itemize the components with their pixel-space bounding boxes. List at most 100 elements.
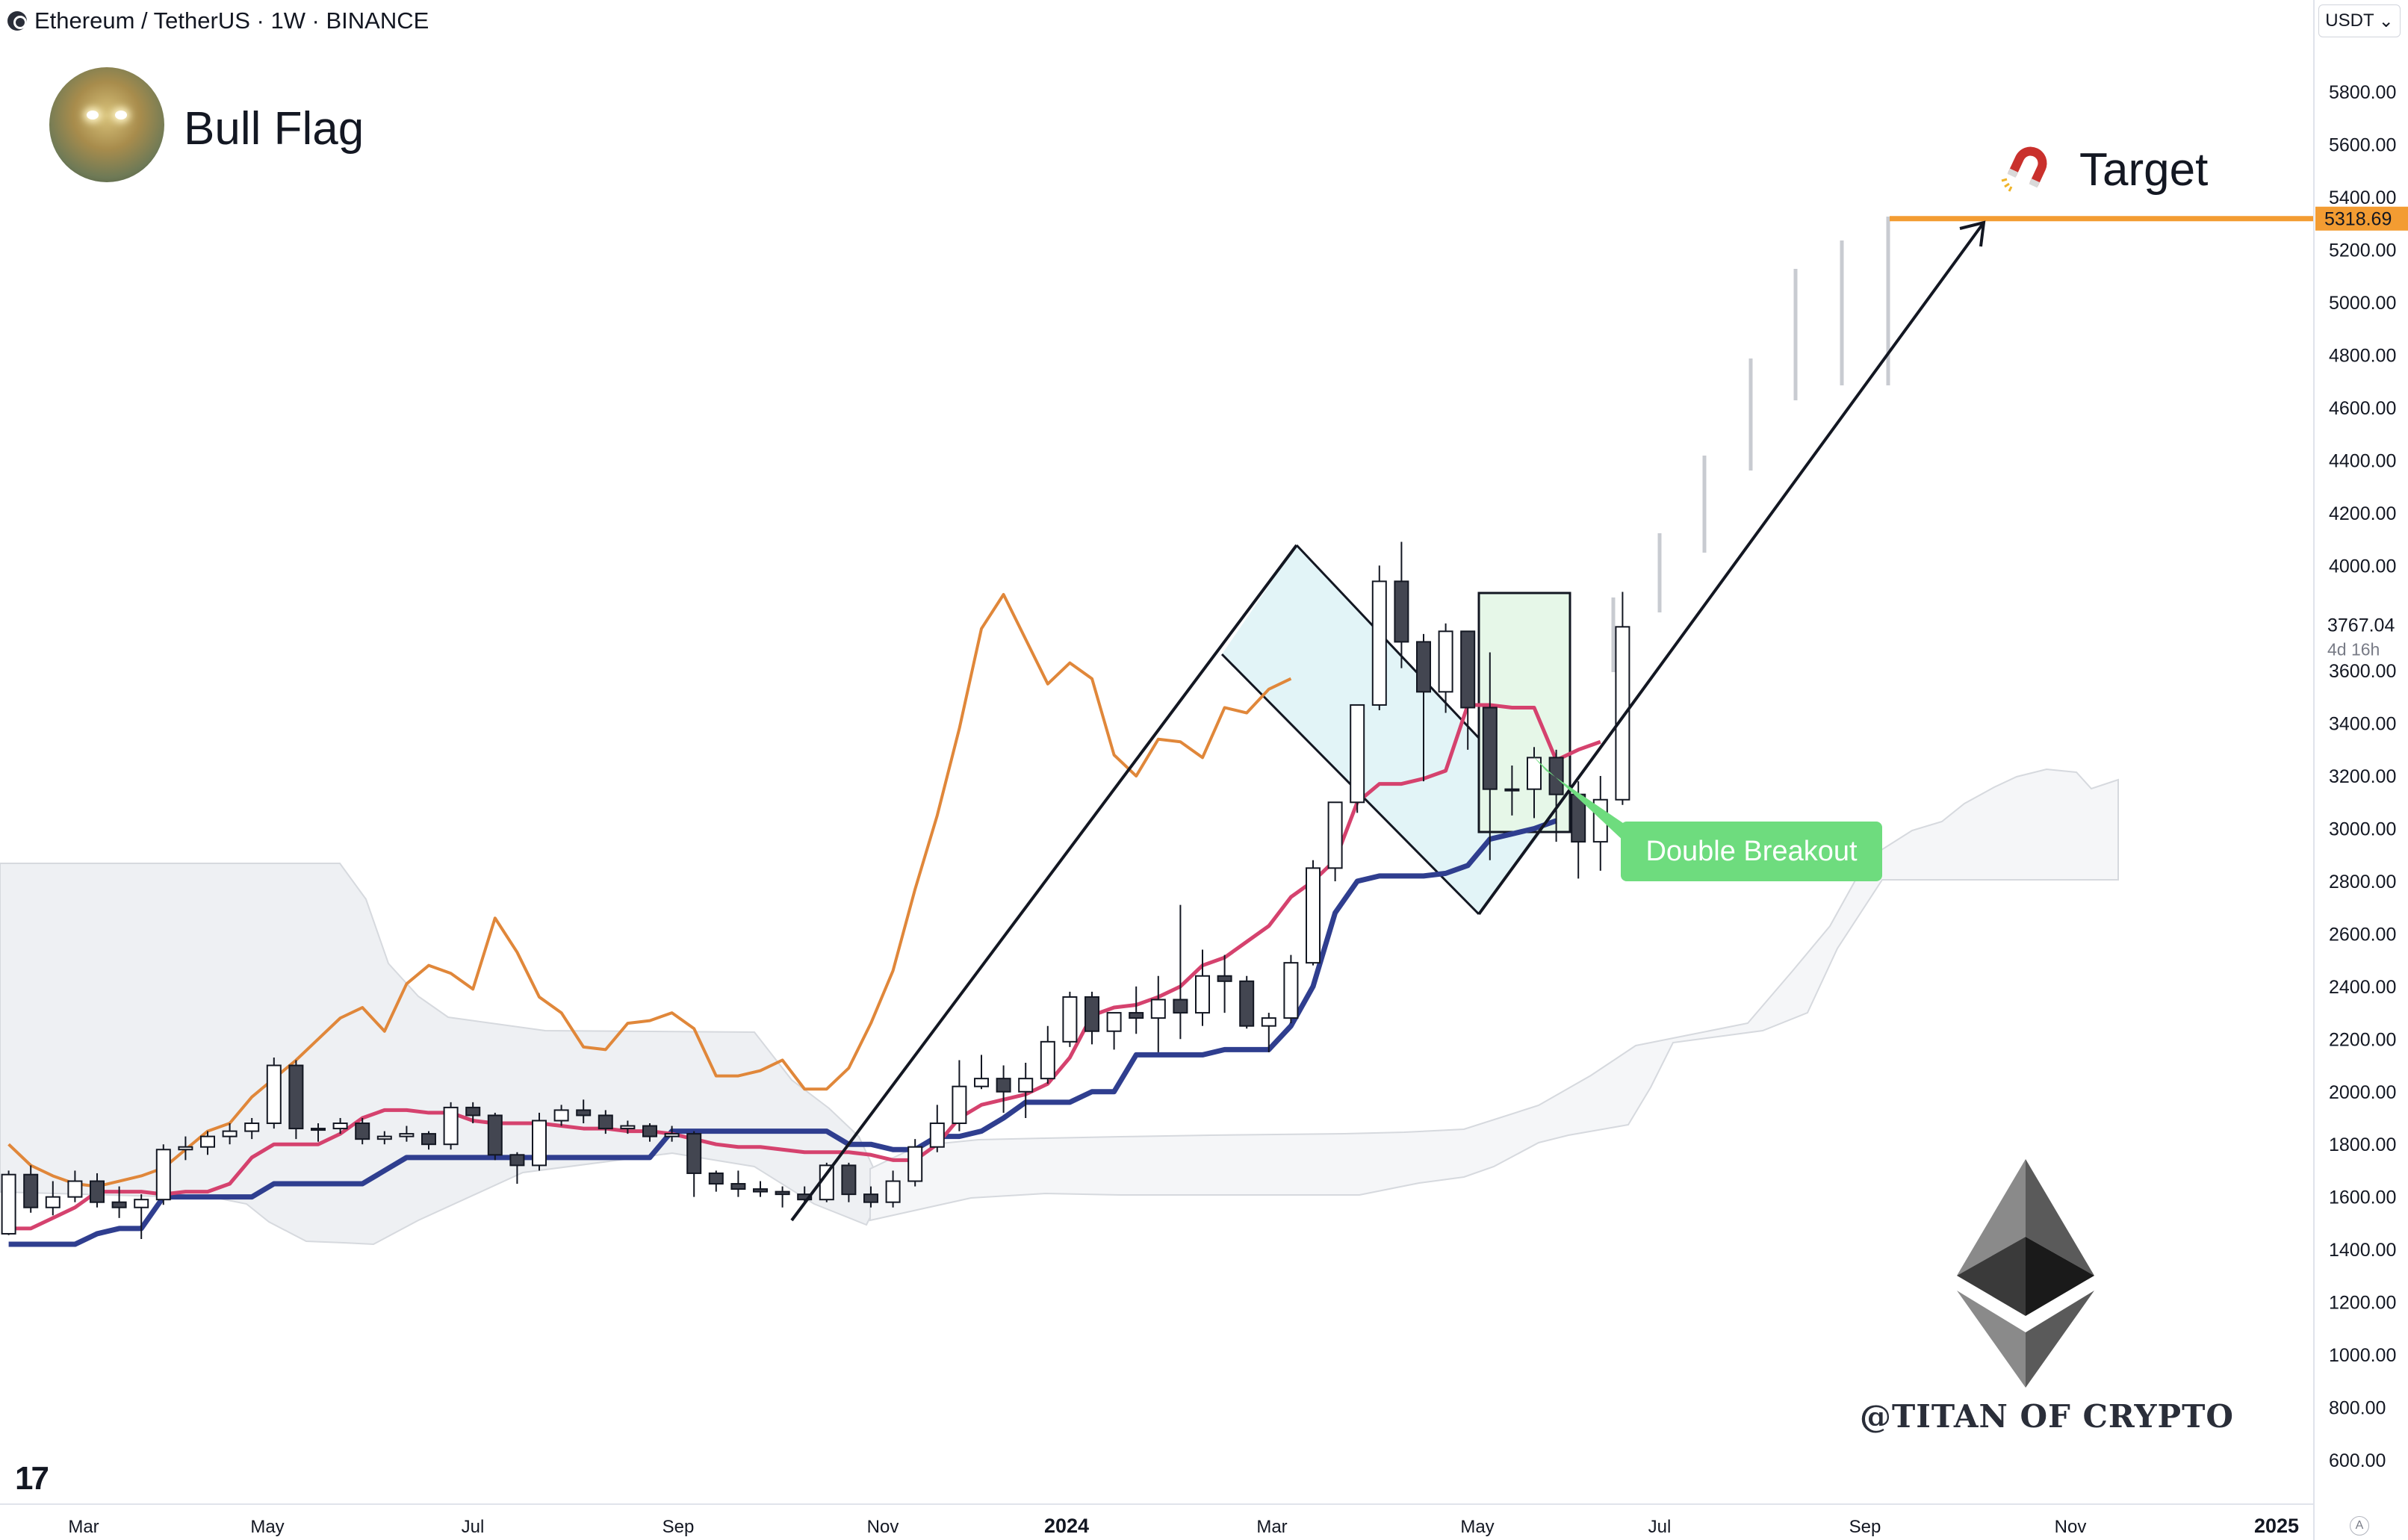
candle-body	[1, 1173, 16, 1235]
candle-body	[178, 1146, 193, 1151]
time-tick-label: 2025	[2254, 1515, 2299, 1537]
candle-body	[509, 1154, 525, 1167]
time-tick-label: Jul	[1648, 1517, 1672, 1537]
price-tick-label: 1000.00	[2329, 1345, 2396, 1366]
price-tick-label: 1400.00	[2329, 1240, 2396, 1261]
candle-body	[664, 1133, 680, 1137]
auto-scale-button[interactable]: A	[2350, 1516, 2369, 1536]
price-tick-label: 4400.00	[2329, 450, 2396, 471]
avatar-eye-icon	[115, 111, 127, 119]
time-tick-label: Mar	[68, 1517, 99, 1537]
candle-body	[1527, 757, 1542, 790]
candle-body	[576, 1109, 592, 1117]
candle-body	[1504, 788, 1520, 792]
candle-body	[929, 1123, 945, 1148]
currency-dropdown[interactable]: USDT ⌄	[2318, 4, 2401, 37]
candle-body	[67, 1180, 83, 1198]
candle-body	[1239, 980, 1255, 1027]
avatar-eye-icon	[87, 111, 99, 119]
price-tick-label: 1600.00	[2329, 1187, 2396, 1208]
candle-body	[686, 1133, 702, 1174]
candle-body	[90, 1180, 105, 1203]
candle-body	[421, 1133, 436, 1146]
author-watermark: @TITAN OF CRYPTO	[1860, 1398, 2234, 1435]
flag-channel-fill	[1222, 545, 1554, 914]
target-label: Target	[2079, 144, 2209, 196]
candle-body	[266, 1064, 282, 1125]
target-price-label: 5318.69	[2324, 209, 2392, 230]
candle-body	[620, 1125, 636, 1130]
candle-body	[487, 1114, 503, 1156]
candle-body	[1306, 867, 1321, 964]
symbol-title: Ethereum / TetherUS · 1W · BINANCE	[34, 7, 429, 34]
projection-arrow-line	[1477, 221, 1985, 916]
time-tick-label: Nov	[867, 1517, 899, 1537]
candle-body	[642, 1125, 657, 1137]
candle-body	[907, 1146, 923, 1182]
exchange-logo-icon	[7, 11, 27, 31]
candle-body	[288, 1064, 304, 1130]
candle-body	[222, 1130, 238, 1137]
candle-body	[1062, 996, 1078, 1043]
candle-body	[311, 1128, 326, 1131]
tradingview-logo-icon[interactable]: 17	[15, 1460, 49, 1497]
bull-flag-title: Bull Flag	[184, 103, 364, 155]
candle-body	[532, 1120, 547, 1167]
ethereum-logo-icon	[1957, 1159, 2094, 1388]
price-tick-label: 1200.00	[2329, 1293, 2396, 1314]
magnet-icon	[2001, 146, 2047, 192]
candle-body	[155, 1149, 171, 1201]
candle-body	[1460, 630, 1476, 709]
price-tick-label: 4600.00	[2329, 398, 2396, 419]
price-tick-label: 2000.00	[2329, 1082, 2396, 1103]
candle-body	[111, 1201, 127, 1208]
candle-body	[465, 1106, 481, 1117]
currency-label: USDT	[2325, 10, 2374, 31]
candle-body	[1615, 626, 1630, 801]
candle-body	[1217, 975, 1232, 982]
time-tick-label: May	[1460, 1517, 1494, 1537]
price-tick-label: 5600.00	[2329, 135, 2396, 156]
projection-bars	[1566, 217, 1890, 672]
price-tick-label: 3400.00	[2329, 714, 2396, 735]
price-tick-label: 5800.00	[2329, 82, 2396, 103]
candle-body	[753, 1188, 768, 1193]
candle-body	[974, 1078, 989, 1087]
candle-body	[134, 1199, 149, 1208]
candle-body	[23, 1173, 39, 1208]
candle-body	[841, 1164, 857, 1196]
chikou-span-line	[7, 592, 1292, 1188]
price-tick-label: 4000.00	[2329, 556, 2396, 577]
time-tick-label: Mar	[1256, 1517, 1287, 1537]
candle-body	[244, 1123, 260, 1132]
author-avatar	[49, 67, 164, 182]
candle-body	[1548, 757, 1564, 795]
price-tick-label: 1800.00	[2329, 1134, 2396, 1155]
candle-body	[1416, 641, 1431, 693]
candle-body	[819, 1164, 834, 1201]
candles	[1, 541, 1630, 1240]
double-breakout-label-bg	[1621, 822, 1882, 881]
symbol-header[interactable]: Ethereum / TetherUS · 1W · BINANCE	[7, 4, 429, 37]
ichimoku-cloud	[0, 768, 2119, 1246]
time-tick-label: May	[250, 1517, 284, 1537]
price-tick-label: 800.00	[2329, 1397, 2386, 1418]
bar-countdown-label: 4d 16h	[2327, 639, 2380, 659]
last-price-label: 3767.04	[2327, 615, 2395, 636]
candle-body	[355, 1123, 370, 1140]
candle-body	[45, 1196, 60, 1208]
price-tick-label: 3600.00	[2329, 661, 2396, 682]
time-tick-label: Sep	[662, 1517, 695, 1537]
annotation-drawings: Double Breakout	[790, 216, 2314, 1388]
candle-body	[708, 1172, 724, 1185]
price-tick-label: 3000.00	[2329, 819, 2396, 840]
candle-body	[332, 1123, 348, 1130]
candle-body	[775, 1190, 790, 1196]
candle-body	[1150, 999, 1166, 1019]
chevron-down-icon: ⌄	[2378, 10, 2394, 31]
candle-body	[1261, 1017, 1276, 1027]
candle-body	[443, 1106, 459, 1146]
candle-body	[996, 1078, 1011, 1093]
